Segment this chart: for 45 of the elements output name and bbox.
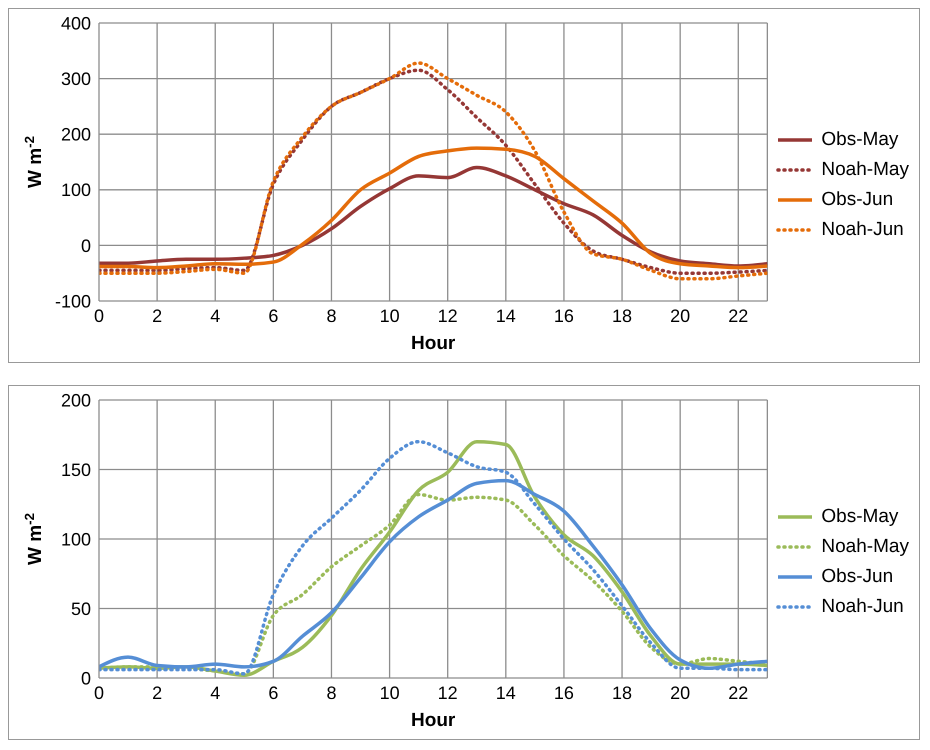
x-tick-label: 18 — [612, 682, 632, 703]
x-tick-label: 20 — [670, 306, 690, 326]
x-tick-label: 22 — [728, 306, 748, 326]
legend-label: Obs-May — [821, 506, 898, 528]
x-tick-label: 4 — [210, 682, 220, 703]
x-tick-label: 16 — [554, 306, 574, 326]
x-tick-label: 8 — [326, 306, 336, 326]
legend-label: Noah-May — [821, 159, 909, 181]
legend-label: Noah-May — [821, 536, 909, 558]
x-tick-label: 2 — [152, 306, 162, 326]
x-tick-label: 12 — [438, 306, 458, 326]
y-tick-label: 400 — [60, 13, 91, 34]
y-tick-label: 150 — [60, 460, 91, 480]
legend-label: Obs-May — [821, 129, 898, 151]
x-tick-label: 6 — [268, 306, 278, 326]
x-tick-label: 10 — [380, 306, 400, 326]
y-tick-label: 300 — [60, 68, 91, 89]
x-tick-label: 14 — [496, 682, 516, 703]
legend-label: Noah-Jun — [821, 596, 904, 618]
x-tick-label: 8 — [326, 682, 336, 703]
y-tick-label: 100 — [60, 180, 91, 200]
x-tick-label: 4 — [210, 306, 220, 326]
x-tick-label: 12 — [438, 682, 458, 703]
y-tick-label: 0 — [80, 668, 91, 688]
y-tick-label: 100 — [60, 529, 91, 550]
y-tick-label: 50 — [70, 598, 91, 619]
x-tick-label: 10 — [380, 682, 400, 703]
legend-label: Obs-Jun — [821, 566, 894, 588]
y-tick-label: 0 — [80, 236, 91, 256]
x-tick-label: 2 — [152, 682, 162, 703]
x-tick-label: 20 — [670, 682, 690, 703]
x-axis-title: Hour — [411, 333, 456, 354]
legend-label: Obs-Jun — [821, 189, 894, 211]
y-tick-label: 200 — [60, 390, 91, 410]
x-tick-label: 0 — [94, 306, 104, 326]
x-tick-label: 18 — [612, 306, 632, 326]
x-axis-title: Hour — [411, 710, 456, 731]
x-tick-label: 6 — [268, 682, 278, 703]
x-tick-label: 22 — [728, 682, 748, 703]
legend-label: Noah-Jun — [821, 219, 904, 241]
x-tick-label: 0 — [94, 682, 104, 703]
x-tick-label: 14 — [496, 306, 516, 326]
x-tick-label: 16 — [554, 682, 574, 703]
y-tick-label: 200 — [60, 124, 91, 145]
y-tick-label: -100 — [54, 291, 91, 312]
